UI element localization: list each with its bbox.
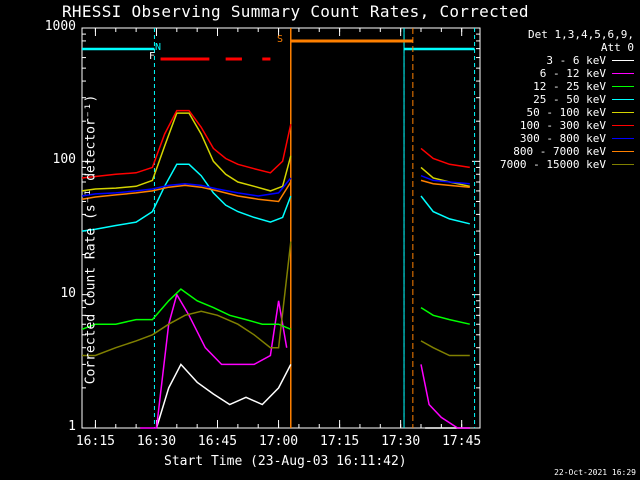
legend-label: 7000 - 15000 keV	[500, 158, 606, 171]
chart-title: RHESSI Observing Summary Count Rates, Co…	[62, 2, 529, 21]
x-tick-label: 16:45	[197, 434, 238, 449]
y-axis-label: Corrected Count Rate (s⁻¹ detector⁻¹)	[83, 94, 99, 385]
saa-marker: S	[277, 34, 284, 45]
series-line	[420, 147, 470, 169]
x-tick-label: 16:15	[75, 434, 115, 449]
legend-label: 3 - 6 keV	[546, 54, 606, 67]
legend-label: 300 - 800 keV	[519, 132, 606, 145]
footer-timestamp: 22-Oct-2021 16:29	[554, 468, 636, 477]
series-line	[420, 166, 470, 188]
legend-entry: 6 - 12 keV	[474, 67, 634, 80]
series-line	[420, 179, 470, 188]
legend-header-line-2: Att 0	[600, 41, 634, 54]
legend-swatch	[612, 60, 634, 61]
series-line	[81, 109, 292, 179]
legend-entry: 800 - 7000 keV	[474, 145, 634, 158]
legend-entry: 25 - 50 keV	[474, 93, 634, 106]
legend-header-line-1: Det 1,3,4,5,6,9,	[528, 28, 634, 41]
legend-label: 6 - 12 keV	[539, 67, 606, 80]
series-line	[420, 306, 470, 325]
flare-marker: F	[149, 51, 156, 62]
legend-entry: 7000 - 15000 keV	[474, 158, 634, 171]
plot-frame	[81, 27, 481, 429]
x-tick-label: 17:45	[442, 434, 482, 449]
x-tick-label: 16:30	[136, 434, 177, 449]
legend-entry: 300 - 800 keV	[474, 132, 634, 145]
series-line	[420, 195, 470, 225]
legend-label: 100 - 300 keV	[519, 119, 606, 132]
legend-swatch	[612, 138, 634, 139]
x-tick-label: 17:15	[320, 434, 360, 449]
legend-label: 12 - 25 keV	[533, 80, 606, 93]
y-tick-label: 1000	[44, 19, 76, 34]
legend-swatch	[612, 125, 634, 126]
series-line	[420, 364, 470, 429]
legend-swatch	[612, 73, 634, 74]
y-tick-label: 100	[52, 152, 76, 168]
series-line	[81, 288, 292, 331]
legend-label: 50 - 100 keV	[526, 106, 606, 119]
legend-label: 800 - 7000 keV	[513, 145, 606, 158]
legend-entry: 100 - 300 keV	[474, 119, 634, 132]
y-tick-label: 1	[68, 419, 76, 434]
legend-swatch	[612, 112, 634, 113]
x-tick-label: 17:30	[381, 434, 421, 449]
y-tick-label: 10	[60, 285, 76, 301]
series-line	[82, 241, 292, 357]
legend-entry: 3 - 6 keV	[474, 54, 634, 67]
night-marker: N	[155, 42, 162, 53]
legend-entry: 50 - 100 keV	[474, 106, 634, 119]
legend-swatch	[612, 151, 634, 152]
legend-entry: 12 - 25 keV	[474, 80, 634, 93]
series-line	[140, 292, 288, 429]
series-line	[81, 177, 292, 197]
series-line	[81, 112, 292, 192]
x-tick-label: 17:00	[258, 434, 299, 449]
series-line	[155, 363, 292, 429]
series-line	[81, 163, 292, 232]
legend-label: 25 - 50 keV	[533, 93, 606, 106]
x-axis-label: Start Time (23-Aug-03 16:11:42)	[164, 454, 407, 469]
legend-swatch	[612, 164, 634, 165]
legend-swatch	[612, 86, 634, 87]
series-line	[420, 175, 470, 185]
series-line	[420, 340, 470, 357]
series-line	[81, 181, 292, 203]
legend-swatch	[612, 99, 634, 100]
legend: Det 1,3,4,5,6,9, Att 0 3 - 6 keV 6 - 12 k…	[474, 28, 634, 171]
